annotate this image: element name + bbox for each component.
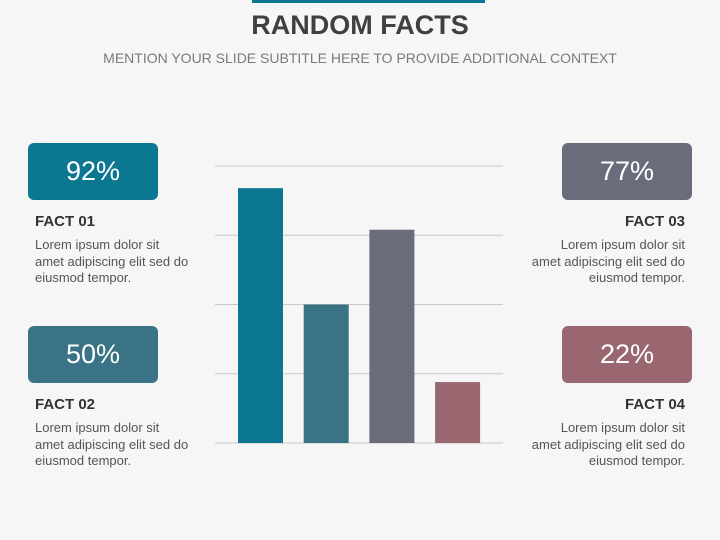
bar (435, 382, 481, 443)
accent-bar (252, 0, 485, 3)
bar (369, 229, 415, 443)
fact-description: Lorem ipsum dolor sit amet adipiscing el… (35, 420, 189, 468)
fact-description: Lorem ipsum dolor sit amet adipiscing el… (531, 420, 685, 468)
value-box: 50% (28, 326, 158, 383)
title: RANDOM FACTS (251, 10, 469, 40)
value-box: 92% (28, 143, 158, 200)
bar (303, 304, 349, 443)
bar (238, 188, 283, 443)
fact-description: Lorem ipsum dolor sit amet adipiscing el… (531, 237, 685, 285)
value-box: 77% (562, 143, 692, 200)
fact-title: FACT 02 (35, 396, 96, 413)
fact-title: FACT 04 (624, 396, 685, 413)
subtitle: MENTION YOUR SLIDE SUBTITLE HERE TO PROV… (103, 50, 617, 66)
fact-title: FACT 01 (35, 213, 96, 230)
fact-description: Lorem ipsum dolor sit amet adipiscing el… (35, 237, 189, 285)
fact-title: FACT 03 (624, 213, 685, 230)
value-box: 22% (562, 326, 692, 383)
